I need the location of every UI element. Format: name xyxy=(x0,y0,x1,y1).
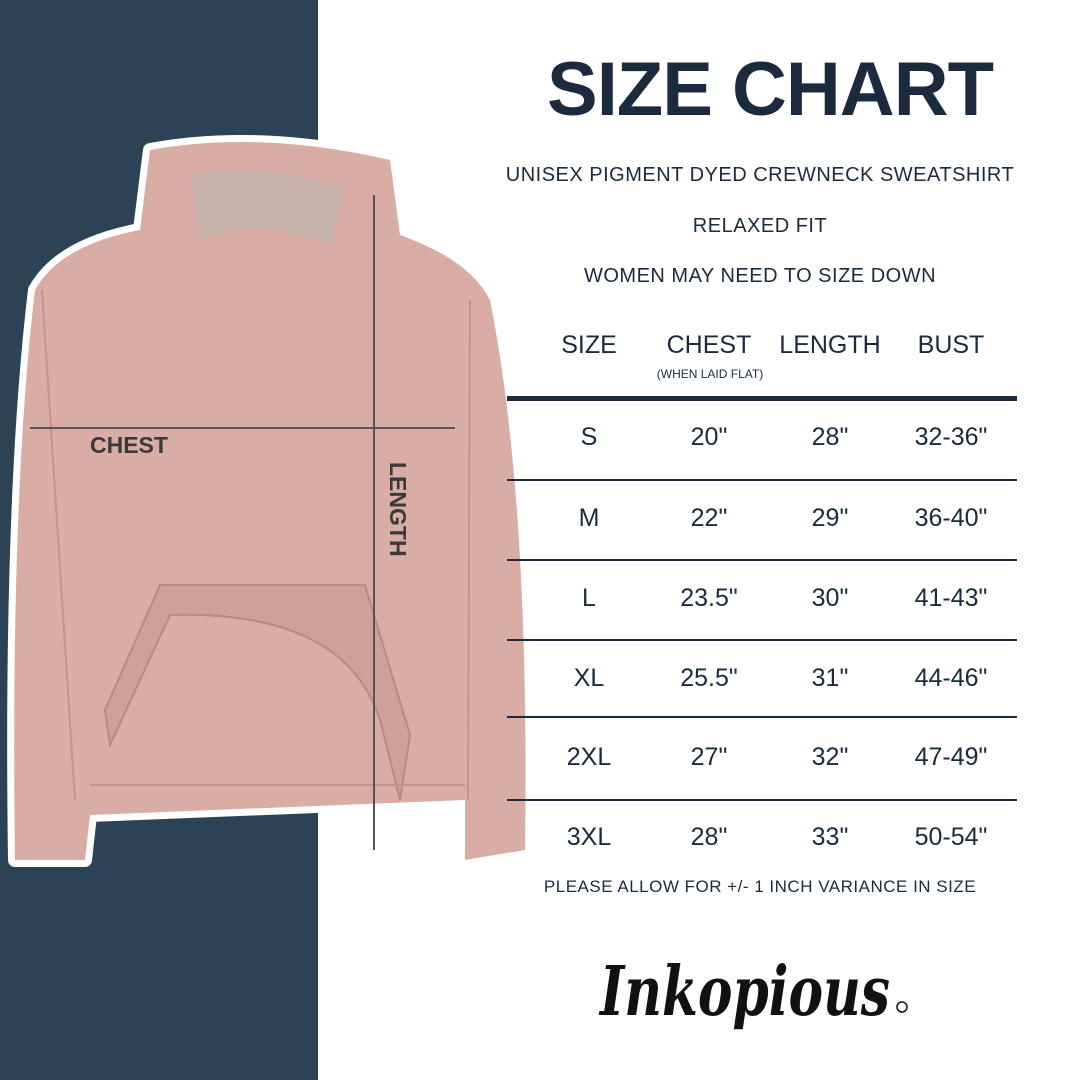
cell-length: 31" xyxy=(811,664,849,692)
row-divider xyxy=(507,716,1017,718)
cell-size: 3XL xyxy=(566,823,612,851)
cell-chest: 22" xyxy=(690,504,728,532)
cell-bust: 32-36" xyxy=(914,423,988,451)
brand-logo: Inkopious xyxy=(598,952,908,1032)
cell-chest: 23.5" xyxy=(680,584,738,612)
cell-length: 33" xyxy=(811,823,849,851)
length-image-label: LENGTH xyxy=(385,462,411,557)
chest-image-label: CHEST xyxy=(90,432,168,458)
cell-length: 28" xyxy=(811,423,849,451)
hoodie-pocket xyxy=(103,584,412,801)
cell-chest: 27" xyxy=(690,743,728,771)
row-divider xyxy=(507,799,1017,801)
chest-note: (WHEN LAID FLAT) xyxy=(656,367,764,381)
variance-note: PLEASE ALLOW FOR +/- 1 INCH VARIANCE IN … xyxy=(543,877,977,896)
row-divider xyxy=(507,639,1017,641)
hoodie-body xyxy=(14,142,526,860)
cell-length: 30" xyxy=(811,584,849,612)
cell-chest: 20" xyxy=(690,423,728,451)
cell-size: 2XL xyxy=(566,743,612,771)
hoodie-photo xyxy=(7,135,533,867)
cell-length: 29" xyxy=(811,504,849,532)
hoodie-hood-lining xyxy=(190,170,345,245)
subtitle-sizing-advice: WOMEN MAY NEED TO SIZE DOWN xyxy=(583,265,937,287)
cell-length: 32" xyxy=(811,743,849,771)
cell-bust: 41-43" xyxy=(914,584,988,612)
cell-bust: 47-49" xyxy=(914,743,988,771)
header-length: LENGTH xyxy=(779,331,881,359)
page-title: SIZE CHART xyxy=(547,47,994,132)
header-size: SIZE xyxy=(561,331,617,359)
svg-text:Inkopious: Inkopious xyxy=(598,952,890,1032)
header-divider xyxy=(507,396,1017,401)
cell-size: S xyxy=(580,423,598,451)
cell-bust: 44-46" xyxy=(914,664,988,692)
header-chest: CHEST xyxy=(666,331,752,359)
cell-size: L xyxy=(582,584,596,612)
cell-chest: 28" xyxy=(690,823,728,851)
row-divider xyxy=(507,479,1017,481)
cell-bust: 36-40" xyxy=(914,504,988,532)
header-bust: BUST xyxy=(917,331,985,359)
subtitle-fit: RELAXED FIT xyxy=(692,215,828,237)
cell-size: M xyxy=(578,504,600,532)
subtitle-product: UNISEX PIGMENT DYED CREWNECK SWEATSHIRT xyxy=(505,164,1015,186)
cell-chest: 25.5" xyxy=(680,664,738,692)
row-divider xyxy=(507,559,1017,561)
cell-bust: 50-54" xyxy=(914,823,988,851)
cell-size: XL xyxy=(573,664,605,692)
